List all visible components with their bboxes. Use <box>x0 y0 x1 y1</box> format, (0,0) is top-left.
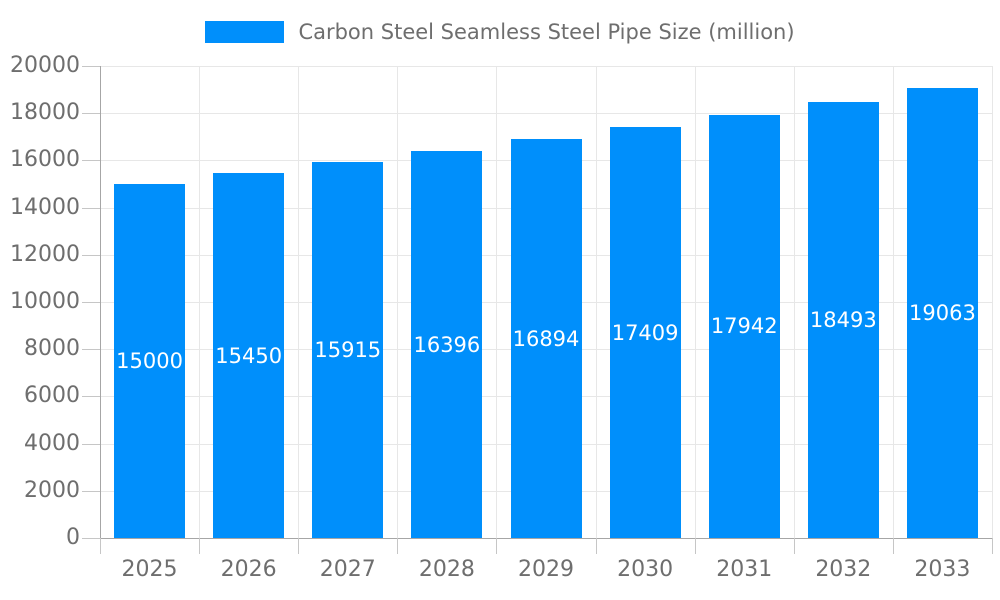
x-tick-label: 2028 <box>418 557 475 582</box>
x-tick-label: 2031 <box>716 557 773 582</box>
y-tick-label: 18000 <box>10 100 80 126</box>
bar-2030: 17409 <box>609 127 681 538</box>
bar-2029: 16894 <box>510 139 582 538</box>
y-axis-line <box>100 66 101 538</box>
bar-2031: 17942 <box>708 114 780 538</box>
plot-area: 15000 15450 15915 16396 16894 17409 17942 18493… <box>100 66 993 538</box>
v-gridline <box>496 66 497 538</box>
bar-2027: 15915 <box>312 162 384 538</box>
h-gridline <box>100 66 992 67</box>
x-tick <box>596 538 597 554</box>
bar-value-label: 17409 <box>611 320 679 345</box>
y-tick-label: 10000 <box>10 289 80 314</box>
bar-value-label: 18493 <box>809 307 877 332</box>
v-gridline <box>992 66 993 538</box>
h-gridline <box>100 113 992 115</box>
x-tick <box>496 538 497 554</box>
y-tick-label: 20000 <box>10 53 80 78</box>
bar-value-label: 16396 <box>413 332 481 357</box>
v-gridline <box>298 66 299 538</box>
bar-value-label: 15450 <box>215 343 283 368</box>
y-tick-label: 4000 <box>24 430 80 456</box>
x-tick-label: 2032 <box>815 557 872 582</box>
bar-value-label: 15915 <box>314 338 382 363</box>
bar-value-label: 17942 <box>710 314 778 339</box>
x-tick <box>794 538 795 554</box>
legend-label: Carbon Steel Seamless Steel Pipe Size (m… <box>298 20 795 44</box>
v-gridline <box>893 66 894 538</box>
y-tick-label: 16000 <box>10 147 80 173</box>
y-tick <box>82 349 100 351</box>
y-tick <box>82 160 100 162</box>
x-tick <box>199 538 200 554</box>
bar-value-label: 19063 <box>909 301 976 326</box>
bar-2032: 18493 <box>807 101 879 538</box>
y-tick <box>82 443 100 445</box>
v-gridline <box>596 66 597 538</box>
y-tick-label: 2000 <box>24 477 80 503</box>
bar-2033: 19063 <box>906 88 978 538</box>
y-tick-label: 0 <box>66 525 80 550</box>
y-tick <box>82 490 100 492</box>
bar-value-label: 15000 <box>116 349 183 373</box>
v-gridline <box>695 66 696 538</box>
y-tick <box>82 66 100 67</box>
x-tick <box>893 538 894 554</box>
x-tick <box>695 538 696 554</box>
bar-2025: 15000 <box>114 184 186 538</box>
bar-2028: 16396 <box>411 151 483 538</box>
y-tick <box>82 538 100 539</box>
y-tick <box>82 113 100 115</box>
legend-swatch-icon <box>205 21 285 43</box>
legend[interactable]: Carbon Steel Seamless Steel Pipe Size (m… <box>0 18 1000 46</box>
y-tick <box>82 302 100 303</box>
x-tick <box>100 538 101 554</box>
x-tick-label: 2025 <box>121 557 178 582</box>
x-tick <box>397 538 398 554</box>
x-tick-label: 2027 <box>319 557 376 582</box>
y-tick-label: 6000 <box>24 383 80 409</box>
v-gridline <box>199 66 200 538</box>
y-tick <box>82 254 100 256</box>
y-tick <box>82 207 100 209</box>
y-tick-label: 12000 <box>10 241 80 267</box>
y-tick-label: 14000 <box>10 194 80 220</box>
v-gridline <box>397 66 398 538</box>
x-axis-line <box>100 538 993 539</box>
v-gridline <box>794 66 795 538</box>
x-tick-label: 2026 <box>220 557 277 582</box>
bar-value-label: 16894 <box>512 326 580 351</box>
x-tick-label: 2029 <box>517 557 574 582</box>
y-tick-label: 8000 <box>24 336 80 362</box>
bar-2026: 15450 <box>213 173 285 538</box>
x-tick <box>298 538 299 554</box>
x-tick-label: 2030 <box>617 557 674 582</box>
y-tick <box>82 396 100 398</box>
x-tick-label: 2033 <box>914 557 971 582</box>
x-tick <box>992 538 993 554</box>
